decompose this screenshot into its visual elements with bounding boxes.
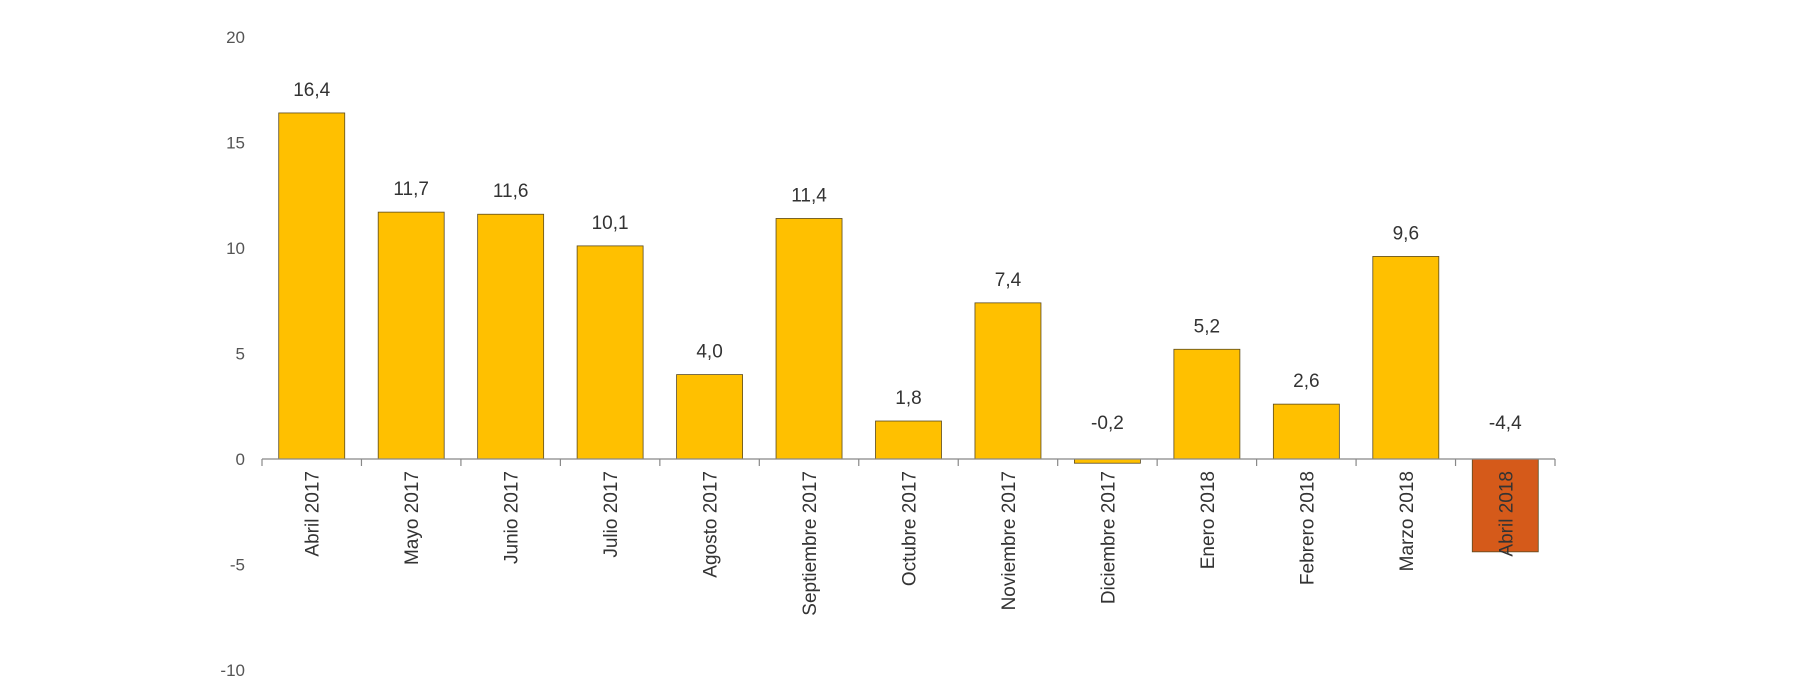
- category-label: Mayo 2017: [402, 471, 423, 565]
- bars-group: [278, 112, 1539, 553]
- category-label: Noviembre 2017: [999, 471, 1020, 610]
- x-axis-ticks: [261, 459, 1556, 466]
- data-label: 11,6: [493, 181, 529, 202]
- category-label: Enero 2018: [1198, 471, 1219, 569]
- category-label: Septiembre 2017: [800, 471, 821, 616]
- category-label: Abril 2017: [303, 471, 324, 557]
- bar-marzo-2018: [1372, 256, 1440, 460]
- bar-diciembre-2017: [1074, 458, 1141, 464]
- bar-junio-2017: [477, 213, 545, 460]
- bar-septiembre-2017: [775, 218, 843, 460]
- y-tick-label: -10: [220, 661, 245, 680]
- bar-noviembre-2017: [974, 302, 1042, 460]
- bar-enero-2018: [1173, 348, 1241, 460]
- category-label: Junio 2017: [502, 471, 523, 564]
- bar-octubre-2017: [875, 420, 942, 460]
- data-labels-group: 16,4 11,7 11,6 10,1 4,0 11,4 1,8 7,4 -0,2 5,2 2,6 9…: [293, 80, 1522, 434]
- bar-agosto-2017: [676, 374, 743, 460]
- data-label: 10,1: [592, 213, 629, 234]
- y-tick-label: 10: [226, 239, 245, 258]
- y-tick-label: 15: [226, 134, 245, 153]
- category-label: Agosto 2017: [701, 471, 722, 578]
- y-tick-label: 20: [226, 28, 245, 47]
- data-label: 5,2: [1194, 316, 1220, 337]
- data-label: 11,7: [393, 179, 429, 200]
- category-labels-group: Abril 2017 Mayo 2017 Junio 2017 Julio 2017 A…: [303, 471, 1518, 616]
- data-label: 1,8: [895, 388, 921, 409]
- bar-abril-2018: [1471, 458, 1539, 553]
- y-axis-tick-labels: 20 15 10 5 0 -5 -10: [220, 28, 245, 680]
- data-label: 9,6: [1393, 223, 1419, 244]
- category-label: Octubre 2017: [900, 471, 921, 586]
- category-label: Diciembre 2017: [1098, 471, 1119, 604]
- y-tick-label: 0: [236, 450, 245, 469]
- data-label: -4,4: [1489, 413, 1522, 434]
- bar-mayo-2017: [377, 211, 445, 460]
- category-label: Febrero 2018: [1297, 471, 1318, 585]
- category-label: Abril 2018: [1496, 471, 1517, 557]
- data-label: 2,6: [1293, 371, 1319, 392]
- bar-febrero-2018: [1272, 403, 1340, 460]
- y-tick-label: 5: [236, 345, 245, 364]
- data-label: 11,4: [791, 185, 827, 206]
- bar-julio-2017: [576, 245, 644, 460]
- data-label: 7,4: [995, 270, 1022, 291]
- data-label: -0,2: [1091, 413, 1124, 434]
- data-label: 4,0: [696, 342, 722, 363]
- bar-abril-2017: [278, 112, 346, 460]
- data-label: 16,4: [293, 80, 330, 101]
- category-label: Julio 2017: [601, 471, 622, 558]
- category-label: Marzo 2018: [1397, 471, 1418, 571]
- y-tick-label: -5: [230, 556, 245, 575]
